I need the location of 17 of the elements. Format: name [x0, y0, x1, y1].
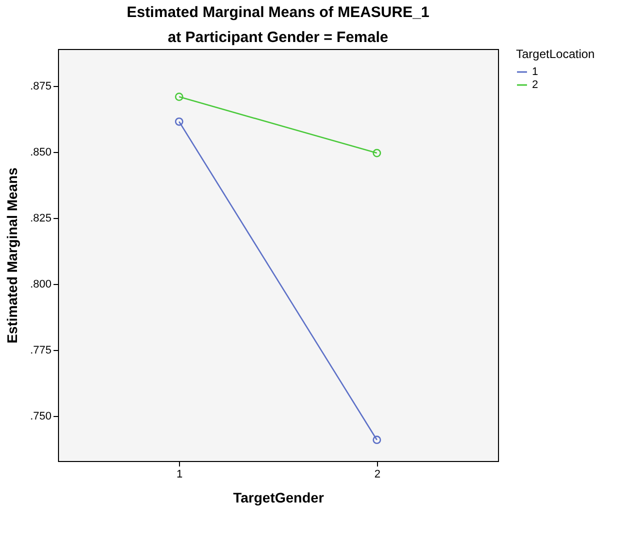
- y-tick-label: .850: [30, 146, 52, 158]
- chart-subtitle: at Participant Gender = Female: [168, 29, 388, 46]
- y-tick-label: .825: [30, 212, 52, 225]
- point: [372, 148, 382, 158]
- x-axis-title: TargetGender: [233, 490, 324, 506]
- legend-label: 2: [532, 79, 538, 91]
- legend-label: 1: [532, 66, 538, 78]
- chart-title: Estimated Marginal Means of MEASURE_1: [126, 4, 430, 21]
- y-tick-label: .775: [30, 344, 52, 357]
- y-tick-label: .875: [30, 80, 52, 92]
- legend-title: TargetLocation: [516, 47, 595, 61]
- point: [174, 92, 184, 101]
- y-axis-title: Estimated Marginal Means: [4, 167, 20, 344]
- point: [174, 117, 184, 126]
- y-tick-label: .800: [30, 278, 52, 291]
- point: [372, 436, 382, 444]
- y-tick-label: .750: [30, 410, 52, 423]
